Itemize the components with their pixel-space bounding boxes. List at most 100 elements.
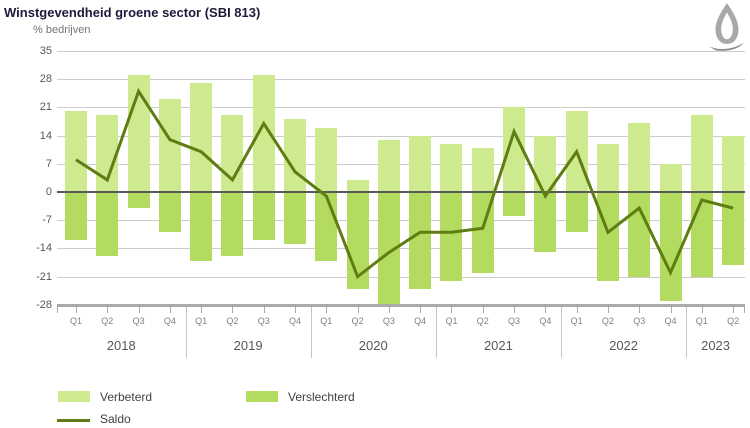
bar-verslechterd [534, 192, 557, 253]
x-tick [201, 307, 203, 313]
x-tick [295, 307, 297, 313]
x-tick-label: Q2 [476, 316, 489, 326]
x-tick-label: Q2 [226, 316, 239, 326]
x-tick-label: Q3 [132, 316, 145, 326]
y-tick-label: -28 [36, 298, 52, 311]
x-tick-label: Q1 [320, 316, 333, 326]
x-tick [514, 307, 516, 313]
year-label: 2023 [701, 338, 731, 353]
x-tick [607, 307, 609, 313]
x-tick [420, 307, 422, 313]
bar-verbeterd [628, 123, 651, 192]
legend-label-verbeterd: Verbeterd [100, 390, 153, 404]
bar-verbeterd [377, 139, 400, 192]
bar-verbeterd [158, 99, 181, 192]
bar-verbeterd [659, 163, 682, 192]
legend-swatch-verslechterd [246, 391, 278, 402]
x-tick [701, 307, 703, 313]
gridline [57, 276, 745, 278]
year-label: 2019 [233, 338, 263, 353]
bar-verbeterd [315, 127, 338, 192]
year-divider [560, 307, 562, 358]
y-tick-label: -21 [36, 270, 52, 283]
x-tick-label: Q4 [539, 316, 552, 326]
y-tick-label: 14 [39, 129, 52, 142]
x-tick-label: Q1 [445, 316, 458, 326]
legend-swatch-saldo [57, 419, 90, 422]
legend-swatch-verbeterd [58, 391, 90, 402]
bar-verbeterd [596, 143, 619, 192]
y-tick-label: 28 [39, 73, 52, 86]
x-tick [107, 307, 109, 313]
y-tick-label: 0 [45, 186, 52, 198]
zero-gridline [57, 191, 745, 193]
bar-verslechterd [190, 192, 213, 261]
x-tick-label: Q2 [101, 316, 114, 326]
leaf-quill-logo-icon [708, 2, 746, 57]
bar-verslechterd [409, 192, 432, 289]
x-tick-label: Q4 [414, 316, 427, 326]
x-tick [326, 307, 328, 313]
bar-verbeterd [96, 115, 119, 192]
y-tick-label: -7 [42, 214, 52, 227]
bar-verbeterd [190, 83, 213, 192]
gridline [57, 163, 745, 165]
legend-label-verslechterd: Verslechterd [288, 390, 355, 404]
gridline [57, 107, 745, 109]
x-tick-label: Q1 [195, 316, 208, 326]
bar-verslechterd [659, 192, 682, 301]
bar-verslechterd [221, 192, 244, 257]
bar-verbeterd [471, 147, 494, 192]
y-tick-label: 35 [39, 44, 52, 57]
bar-verslechterd [565, 192, 588, 233]
bar-verbeterd [409, 135, 432, 192]
x-tick-label: Q3 [382, 316, 395, 326]
bar-verslechterd [377, 192, 400, 305]
x-tick-label: Q4 [664, 316, 677, 326]
year-label: 2021 [483, 338, 513, 353]
x-tick [451, 307, 453, 313]
gridline [57, 220, 745, 222]
x-tick-label: Q2 [601, 316, 614, 326]
bar-verbeterd [534, 135, 557, 192]
x-tick [232, 307, 234, 313]
x-tick [670, 307, 672, 313]
gridline [57, 135, 745, 137]
year-divider [435, 307, 437, 358]
bar-verbeterd [284, 119, 307, 192]
x-tick [388, 307, 390, 313]
y-tick-label: 7 [45, 157, 52, 170]
x-tick [57, 307, 58, 313]
legend-label-saldo: Saldo [100, 412, 131, 426]
bar-verslechterd [96, 192, 119, 257]
x-tick-label: Q3 [633, 316, 646, 326]
x-tick [733, 307, 735, 313]
bar-verbeterd [503, 107, 526, 192]
x-tick [357, 307, 359, 313]
bar-verbeterd [346, 179, 369, 192]
year-divider [185, 307, 187, 358]
bar-verslechterd [722, 192, 745, 265]
bar-verslechterd [440, 192, 463, 281]
x-tick [138, 307, 140, 313]
x-tick-label: Q2 [727, 316, 740, 326]
bar-verslechterd [284, 192, 307, 245]
bar-verslechterd [65, 192, 87, 241]
y-tick-label: 21 [39, 101, 52, 114]
gridline [57, 79, 745, 81]
y-tick-label: -14 [36, 242, 52, 255]
x-axis-line [57, 303, 745, 307]
bar-verslechterd [252, 192, 275, 241]
bar-verbeterd [722, 135, 745, 192]
bar-verslechterd [503, 192, 526, 217]
bar-verbeterd [65, 111, 87, 192]
x-tick [263, 307, 265, 313]
x-tick-label: Q2 [351, 316, 364, 326]
year-label: 2020 [358, 338, 388, 353]
gridline [57, 248, 745, 250]
x-tick-label: Q4 [163, 316, 176, 326]
year-divider [310, 307, 312, 358]
bar-verslechterd [127, 192, 150, 209]
